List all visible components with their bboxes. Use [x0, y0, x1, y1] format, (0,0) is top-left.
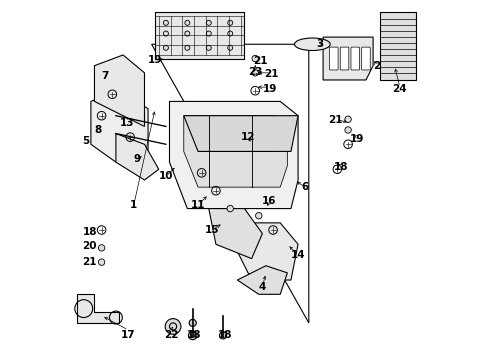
Circle shape — [227, 20, 232, 25]
Text: 4: 4 — [258, 282, 265, 292]
Polygon shape — [169, 102, 298, 208]
Polygon shape — [237, 266, 287, 294]
Text: 24: 24 — [392, 84, 407, 94]
Text: 19: 19 — [349, 134, 364, 144]
Text: 12: 12 — [240, 132, 255, 142]
Circle shape — [184, 45, 189, 50]
Text: 11: 11 — [190, 200, 205, 210]
Text: 18: 18 — [217, 330, 232, 341]
Circle shape — [165, 319, 181, 334]
Circle shape — [206, 20, 211, 25]
Circle shape — [251, 55, 258, 62]
Text: 15: 15 — [204, 225, 219, 235]
Circle shape — [206, 31, 211, 36]
Text: 14: 14 — [290, 250, 305, 260]
Polygon shape — [91, 91, 148, 162]
Circle shape — [163, 45, 168, 50]
FancyBboxPatch shape — [350, 47, 359, 70]
Text: 9: 9 — [134, 154, 141, 163]
Text: 18: 18 — [333, 162, 347, 172]
Circle shape — [163, 31, 168, 36]
Circle shape — [188, 331, 197, 340]
Text: 10: 10 — [158, 171, 173, 181]
Circle shape — [226, 205, 233, 212]
Text: 23: 23 — [247, 67, 262, 77]
Circle shape — [98, 259, 104, 265]
Text: 8: 8 — [94, 125, 102, 135]
Polygon shape — [183, 116, 298, 152]
Polygon shape — [380, 12, 415, 80]
Text: 21: 21 — [253, 57, 267, 66]
Text: 6: 6 — [301, 182, 308, 192]
Text: 21: 21 — [264, 69, 278, 79]
Text: 2: 2 — [372, 61, 380, 71]
Text: 21: 21 — [327, 115, 342, 125]
Text: 3: 3 — [315, 39, 323, 49]
Text: 19: 19 — [262, 84, 276, 94]
Circle shape — [206, 45, 211, 50]
Ellipse shape — [294, 38, 329, 50]
Circle shape — [255, 212, 262, 219]
Circle shape — [163, 20, 168, 25]
Text: 13: 13 — [119, 118, 134, 128]
Polygon shape — [237, 223, 298, 280]
Text: 22: 22 — [163, 330, 178, 341]
Polygon shape — [155, 12, 244, 59]
Text: 17: 17 — [121, 330, 136, 341]
Text: 18: 18 — [187, 330, 202, 341]
Polygon shape — [208, 208, 262, 258]
Text: 7: 7 — [102, 71, 109, 81]
Circle shape — [344, 127, 350, 133]
Text: 21: 21 — [81, 257, 96, 267]
Text: 19: 19 — [148, 55, 162, 65]
Circle shape — [251, 69, 258, 76]
Polygon shape — [323, 37, 372, 80]
Circle shape — [344, 116, 350, 122]
FancyBboxPatch shape — [340, 47, 348, 70]
Text: 18: 18 — [83, 227, 97, 237]
Circle shape — [227, 45, 232, 50]
Polygon shape — [94, 55, 144, 126]
Circle shape — [227, 31, 232, 36]
Text: 1: 1 — [130, 200, 137, 210]
Circle shape — [184, 31, 189, 36]
FancyBboxPatch shape — [329, 47, 337, 70]
Text: 5: 5 — [82, 136, 89, 146]
FancyBboxPatch shape — [361, 47, 369, 70]
Circle shape — [98, 245, 104, 251]
Text: 16: 16 — [262, 197, 276, 206]
Circle shape — [184, 20, 189, 25]
Polygon shape — [77, 294, 119, 323]
Text: 20: 20 — [81, 241, 96, 251]
Circle shape — [189, 319, 196, 327]
Polygon shape — [116, 134, 159, 180]
Polygon shape — [183, 116, 287, 187]
Circle shape — [219, 332, 226, 339]
